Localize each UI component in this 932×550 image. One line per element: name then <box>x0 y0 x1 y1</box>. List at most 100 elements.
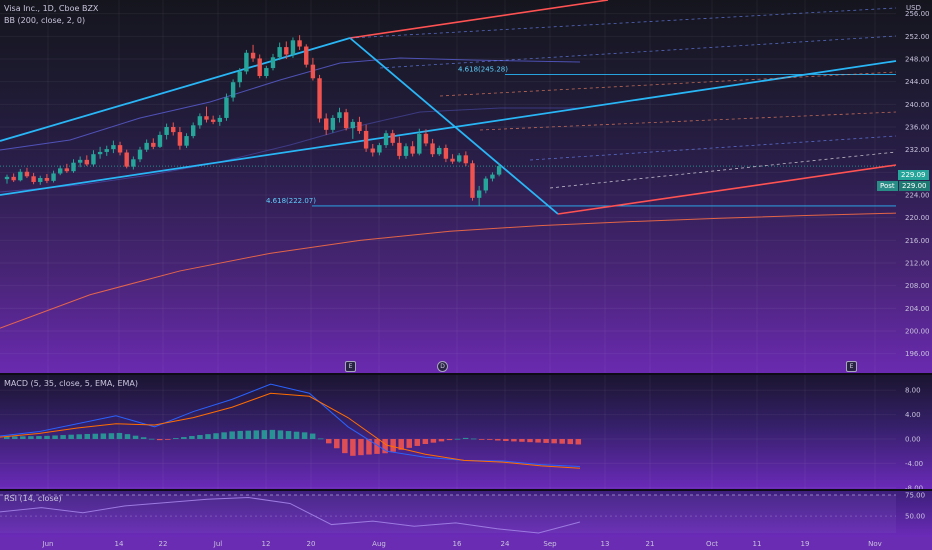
rsi-chart[interactable]: 75.00 50.00 <box>0 491 932 537</box>
macd-histogram-bar <box>221 432 227 439</box>
macd-histogram-bar <box>92 433 99 439</box>
x-tick-label: Jun <box>42 540 54 548</box>
macd-histogram-bar <box>390 439 396 452</box>
x-tick-label: 16 <box>453 540 462 548</box>
macd-histogram-bar <box>309 433 316 439</box>
candle-body <box>11 176 16 181</box>
candle-body <box>237 71 242 83</box>
candle-body <box>397 142 402 156</box>
candle-body <box>463 155 469 164</box>
x-tick-label: 20 <box>307 540 316 548</box>
candle-body <box>370 148 375 153</box>
rsi-band <box>0 495 896 533</box>
macd-histogram-bar <box>487 439 493 440</box>
macd-histogram-bar <box>406 439 412 448</box>
candle-body <box>297 40 302 47</box>
macd-line <box>0 383 581 467</box>
pane-separator[interactable] <box>0 373 932 375</box>
price-pane[interactable]: 196.00 200.00 204.00 208.00 212.00 216.00 220.… <box>0 0 932 373</box>
macd-histogram-bar <box>446 439 453 441</box>
candle-body <box>403 146 409 156</box>
macd-histogram-bar <box>181 437 187 439</box>
macd-histogram-bar <box>398 439 404 450</box>
candle-body <box>310 64 316 79</box>
pitchfork-lower <box>557 164 897 215</box>
macd-histogram-bar <box>334 439 340 449</box>
macd-histogram-bar <box>374 439 380 454</box>
candle-body <box>304 46 309 65</box>
candle-body <box>450 158 455 162</box>
x-tick-label: 13 <box>601 540 610 548</box>
macd-pane[interactable]: 8.00 4.00 0.00 -4.00 -8.00 MACD (5, 35, clos… <box>0 375 932 489</box>
macd-histogram-bar <box>156 439 163 441</box>
candle-body <box>324 118 329 130</box>
dashed-ray <box>379 35 897 69</box>
candle-body <box>330 117 336 130</box>
bb-upper-line <box>0 57 581 151</box>
macd-chart[interactable]: 8.00 4.00 0.00 -4.00 -8.00 <box>0 375 932 489</box>
candle-body <box>64 168 70 172</box>
trendline-decline <box>349 37 559 215</box>
candle-body <box>357 121 362 131</box>
candle-body <box>171 127 176 133</box>
dividend-event-icon[interactable]: D <box>437 361 448 372</box>
macd-histogram-bar <box>366 439 372 455</box>
rsi-pane[interactable]: 75.00 50.00 RSI (14, close) <box>0 491 932 537</box>
symbol-legend: Visa Inc., 1D, Cboe BZX <box>4 4 99 13</box>
price-chart[interactable]: 196.00 200.00 204.00 208.00 212.00 216.00 220.… <box>0 0 932 373</box>
x-tick-label: Nov <box>868 540 882 548</box>
macd-histogram-bar <box>511 439 517 442</box>
signal-line <box>0 392 581 469</box>
macd-histogram-bar <box>438 439 445 442</box>
macd-histogram-bar <box>269 429 276 439</box>
macd-histogram-bar <box>68 434 74 439</box>
rsi-tick-label: 75.00 <box>905 492 925 500</box>
macd-histogram-bar <box>503 439 509 442</box>
macd-tick-label: -4.00 <box>905 460 923 468</box>
macd-histogram-bar <box>140 437 147 439</box>
y-tick-label: 236.00 <box>905 124 930 132</box>
macd-histogram-bar <box>430 439 437 443</box>
x-tick-label: Jul <box>213 540 223 548</box>
rsi-legend: RSI (14, close) <box>4 494 62 503</box>
candle-body <box>4 176 10 180</box>
macd-tick-label: 0.00 <box>905 436 921 444</box>
y-tick-label: 216.00 <box>905 237 930 245</box>
candle-body <box>470 163 475 198</box>
macd-histogram-bar <box>245 430 251 439</box>
macd-histogram-bar <box>28 436 34 439</box>
candle-body <box>144 142 149 150</box>
x-tick-label: 11 <box>753 540 762 548</box>
macd-histogram-bar <box>527 439 533 443</box>
macd-histogram-bar <box>454 438 461 440</box>
macd-histogram-bar <box>36 436 42 439</box>
candle-body <box>104 149 109 152</box>
macd-histogram-bar <box>237 430 243 439</box>
macd-histogram-bar <box>567 439 573 445</box>
macd-histogram-bar <box>317 438 324 440</box>
candle-body <box>77 159 83 163</box>
macd-histogram-bar <box>285 431 292 439</box>
time-axis[interactable]: Jun 14 22 Jul 12 20 Aug 16 24 Sep 13 21 Oct 11 19 Nov <box>0 537 932 550</box>
candle-body <box>224 97 229 118</box>
macd-histogram-bar <box>575 439 582 445</box>
candle-body <box>277 47 282 58</box>
macd-histogram-bar <box>76 434 82 439</box>
macd-histogram-bar <box>326 439 332 444</box>
candle-body <box>111 145 116 150</box>
macd-histogram-bar <box>52 435 58 439</box>
macd-histogram-bar <box>148 438 155 440</box>
candle-body <box>390 133 395 143</box>
macd-histogram-bar <box>132 435 139 439</box>
earnings-event-icon-upcoming[interactable]: E <box>846 361 857 372</box>
candle-body <box>490 174 495 179</box>
macd-histogram-bar <box>12 436 18 439</box>
macd-histogram-bar <box>470 438 477 440</box>
pane-separator[interactable] <box>0 489 932 491</box>
y-tick-label: 200.00 <box>905 328 930 336</box>
candle-body <box>131 159 136 167</box>
macd-histogram-bar <box>559 439 565 444</box>
candle-body <box>483 178 488 191</box>
earnings-event-icon[interactable]: E <box>345 361 356 372</box>
macd-histogram-bar <box>44 435 50 439</box>
